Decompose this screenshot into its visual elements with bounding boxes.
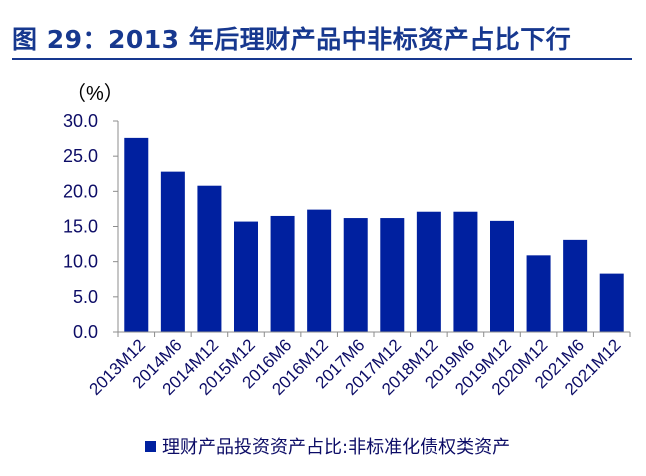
y-tick-label: 25.0 xyxy=(63,146,98,166)
bar xyxy=(563,239,588,332)
bar xyxy=(490,220,514,332)
bar xyxy=(599,273,624,332)
y-axis: 30.0 25.0 20.0 15.0 10.0 5.0 0.0 xyxy=(63,111,119,342)
legend-swatch xyxy=(145,441,156,452)
y-tick-label: 5.0 xyxy=(73,287,98,307)
bar xyxy=(453,211,478,332)
y-axis-label: （%） xyxy=(66,82,124,105)
bar xyxy=(307,209,332,332)
bar xyxy=(526,255,551,332)
bar xyxy=(160,171,185,332)
chart-title: 图 29：2013 年后理财产品中非标资产占比下行 xyxy=(12,25,572,54)
bar xyxy=(197,185,222,332)
y-tick-label: 0.0 xyxy=(73,322,98,342)
y-tick-label: 30.0 xyxy=(63,111,98,131)
bar xyxy=(234,221,258,332)
bar xyxy=(416,211,441,332)
legend: 理财产品投资资产占比:非标准化债权类资产 xyxy=(145,437,510,458)
bar xyxy=(270,215,295,332)
y-tick-label: 15.0 xyxy=(63,217,98,237)
y-tick-label: 10.0 xyxy=(63,252,98,272)
title-underline xyxy=(12,58,632,60)
x-axis: 2013M122014M62014M122015M122016M62016M12… xyxy=(86,331,631,399)
bar xyxy=(124,137,149,332)
bar xyxy=(343,218,368,332)
legend-label: 理财产品投资资产占比:非标准化债权类资产 xyxy=(162,437,510,458)
bar xyxy=(380,218,405,332)
bars xyxy=(124,137,624,332)
y-tick-label: 20.0 xyxy=(63,181,98,201)
